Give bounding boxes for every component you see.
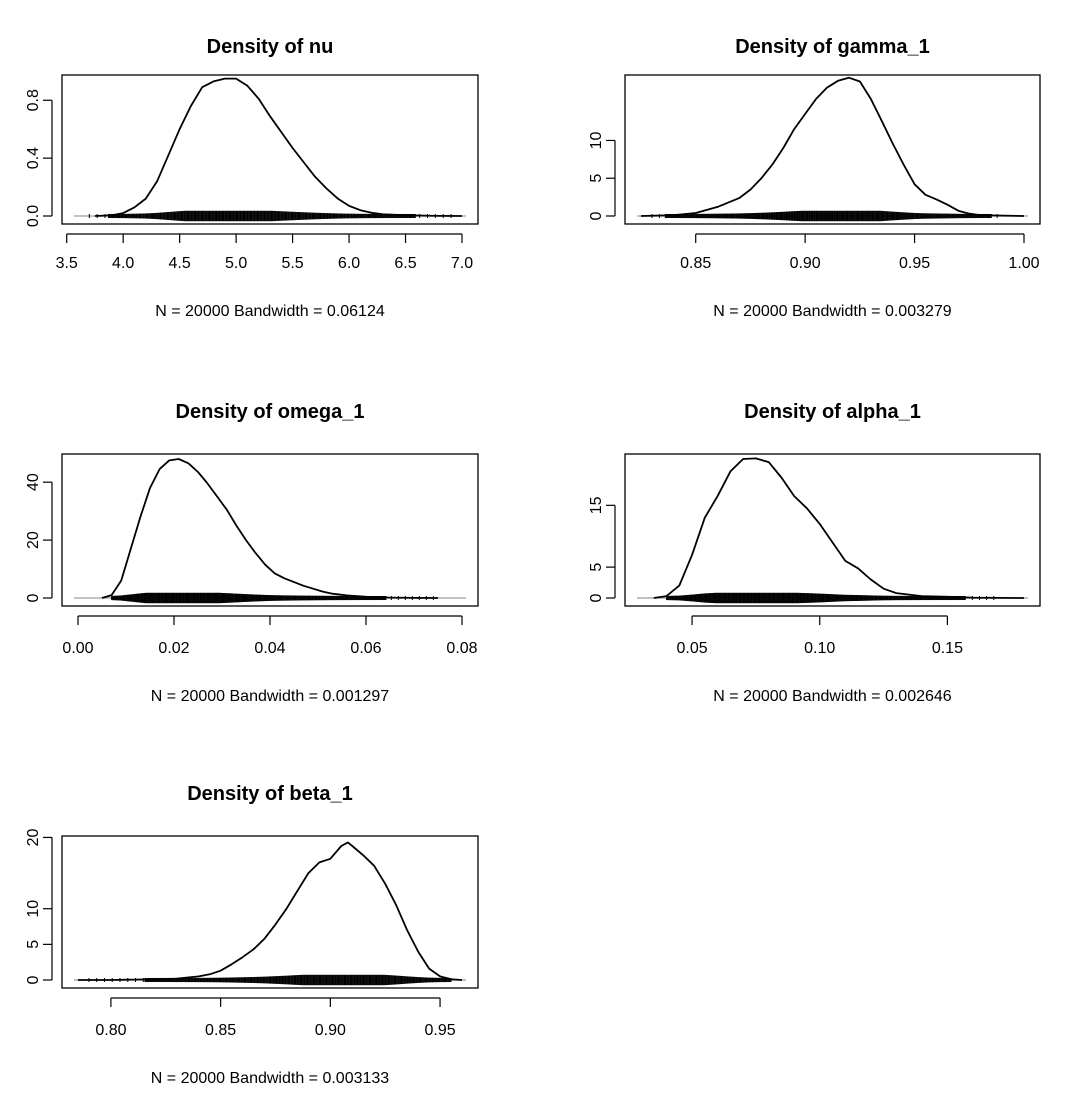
density-curve: [94, 77, 463, 217]
x-tick-label: 0.85: [205, 1022, 236, 1039]
x-tick-label: 7.0: [451, 255, 473, 272]
x-axis-label: N = 20000 Bandwidth = 0.003279: [713, 303, 952, 320]
y-tick-label: 0: [588, 211, 605, 220]
x-tick-label: 0.10: [804, 640, 835, 657]
x-tick-label: 0.85: [680, 255, 711, 272]
panel-beta-1: Density of beta_1 N = 20000 Bandwidth = …: [25, 783, 479, 1087]
y-tick-label: 0.4: [25, 147, 42, 169]
sample-rug: [666, 592, 995, 604]
plot-frame: [624, 74, 1041, 225]
x-tick-label: 4.5: [169, 255, 191, 272]
chart-title: Density of nu: [207, 36, 334, 58]
x-tick-label: 0.15: [932, 640, 963, 657]
x-axis-label: N = 20000 Bandwidth = 0.003133: [151, 1070, 390, 1087]
plot-frame: [624, 453, 1041, 607]
density-curve: [640, 76, 1025, 217]
y-tick-label: 10: [25, 900, 42, 918]
x-tick-label: 0.90: [790, 255, 821, 272]
y-tick-label: 0.8: [25, 89, 42, 111]
x-tick-label: 0.90: [315, 1022, 346, 1039]
x-tick-label: 0.04: [254, 640, 285, 657]
panel-gamma-1: Density of gamma_1 N = 20000 Bandwidth =…: [588, 36, 1041, 320]
x-tick-label: 0.05: [676, 640, 707, 657]
density-curve: [78, 841, 463, 981]
x-tick-label: 0.00: [62, 640, 93, 657]
chart-title: Density of alpha_1: [744, 401, 921, 423]
y-tick-label: 0.0: [25, 205, 42, 227]
x-tick-label: 6.0: [338, 255, 360, 272]
x-tick-label: 0.08: [446, 640, 477, 657]
x-tick-label: 0.80: [95, 1022, 126, 1039]
panel-nu: Density of nu N = 20000 Bandwidth = 0.06…: [25, 36, 479, 320]
y-tick-label: 40: [25, 473, 42, 491]
y-tick-label: 20: [25, 531, 42, 549]
x-axis-label: N = 20000 Bandwidth = 0.002646: [713, 688, 952, 705]
y-tick-label: 5: [25, 940, 42, 949]
x-tick-label: 0.02: [158, 640, 189, 657]
x-tick-label: 0.95: [424, 1022, 455, 1039]
x-tick-label: 0.95: [899, 255, 930, 272]
y-tick-label: 0: [25, 975, 42, 984]
x-tick-label: 5.0: [225, 255, 247, 272]
chart-title: Density of beta_1: [187, 783, 353, 805]
sample-rug: [88, 210, 452, 222]
y-tick-label: 0: [588, 593, 605, 602]
plot-frame: [61, 74, 479, 225]
x-tick-label: 1.00: [1008, 255, 1039, 272]
density-curve: [101, 458, 439, 599]
sample-rug: [651, 210, 998, 222]
y-tick-label: 20: [25, 828, 42, 846]
panel-omega-1: Density of omega_1 N = 20000 Bandwidth =…: [25, 401, 479, 705]
x-tick-label: 6.5: [394, 255, 416, 272]
x-tick-label: 4.0: [112, 255, 134, 272]
chart-title: Density of omega_1: [176, 401, 365, 423]
x-tick-label: 0.06: [350, 640, 381, 657]
y-tick-label: 15: [588, 496, 605, 514]
x-axis-label: N = 20000 Bandwidth = 0.06124: [155, 303, 385, 320]
y-tick-label: 5: [588, 563, 605, 572]
x-tick-label: 3.5: [56, 255, 78, 272]
x-tick-label: 5.5: [281, 255, 303, 272]
panel-alpha-1: Density of alpha_1 N = 20000 Bandwidth =…: [588, 401, 1041, 705]
plot-frame: [61, 835, 479, 989]
plot-frame: [61, 453, 479, 607]
x-axis-label: N = 20000 Bandwidth = 0.001297: [151, 688, 390, 705]
sample-rug: [88, 974, 452, 986]
y-tick-label: 0: [25, 593, 42, 602]
y-tick-label: 5: [588, 174, 605, 183]
chart-title: Density of gamma_1: [735, 36, 930, 58]
y-tick-label: 10: [588, 131, 605, 149]
density-curve: [653, 457, 1025, 599]
